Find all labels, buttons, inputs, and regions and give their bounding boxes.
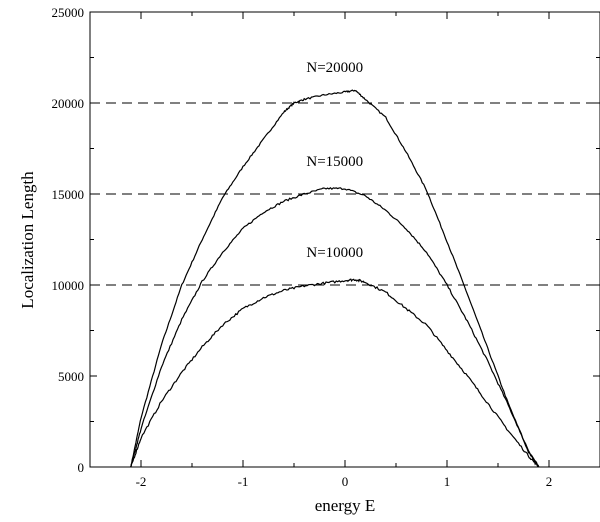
plot-frame (89, 11, 600, 468)
y-axis: 0 5000 10000 15000 20000 25000 (52, 5, 600, 475)
x-tick-label: -1 (238, 474, 249, 489)
y-tick-label: 0 (78, 460, 85, 475)
plot-area (89, 11, 600, 468)
y-tick-label: 25000 (52, 5, 85, 20)
series-line-1 (130, 89, 540, 468)
series-line-3 (130, 278, 540, 468)
x-tick-label: -2 (136, 474, 147, 489)
x-tick-label: 0 (342, 474, 349, 489)
y-tick-label: 5000 (58, 369, 84, 384)
annotation-label-3: N=10000 (306, 245, 363, 261)
x-axis-title: energy E (315, 496, 376, 515)
y-tick-label: 20000 (52, 96, 85, 111)
series-line-2 (130, 187, 540, 468)
annotations: N=20000 N=15000 N=10000 (306, 60, 363, 261)
y-tick-label: 15000 (52, 187, 85, 202)
y-tick-label: 10000 (52, 278, 85, 293)
y-axis-title: Localization Length (18, 171, 37, 309)
reference-lines (90, 102, 600, 286)
x-tick-label: 1 (444, 474, 451, 489)
x-tick-label: 2 (546, 474, 553, 489)
annotation-label-1: N=20000 (306, 60, 363, 76)
x-axis: -2 -1 0 1 2 (89, 12, 600, 489)
annotation-label-2: N=15000 (306, 154, 363, 170)
series-group (130, 89, 540, 468)
